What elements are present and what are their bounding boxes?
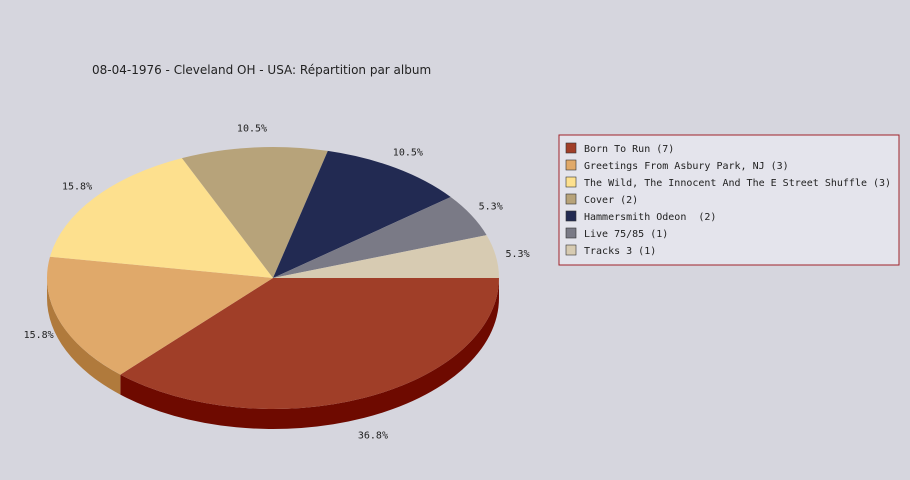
slice-percent-label: 10.5% [393, 147, 423, 158]
legend-swatch [565, 193, 577, 205]
legend-label: Tracks 3 (1) [584, 246, 656, 257]
pie-slice [120, 278, 499, 409]
legend-box [558, 134, 900, 266]
legend-items: Born To Run (7) Greetings From Asbury Par… [565, 142, 891, 257]
legend-swatch [565, 176, 577, 188]
slice-percent-label: 5.3% [506, 249, 530, 260]
legend-swatch [565, 244, 577, 256]
pie-slice [273, 197, 487, 278]
slice-percent-label: 15.8% [62, 181, 92, 192]
pie-depth-group [47, 278, 499, 430]
pie-slices-group [46, 147, 499, 409]
legend-label: Hammersmith Odeon (2) [584, 212, 716, 223]
pie-slice [273, 150, 451, 278]
legend: Born To Run (7) Greetings From Asbury Par… [558, 134, 900, 266]
pie-slice [273, 235, 499, 278]
pie-slice [46, 256, 274, 375]
slice-percent-label: 10.5% [237, 124, 267, 135]
pie-slice [181, 147, 328, 278]
slice-percent-label: 5.3% [479, 202, 503, 213]
pie-slice [50, 158, 274, 278]
legend-label: Cover (2) [584, 195, 638, 206]
legend-swatch [565, 159, 577, 171]
pie-slice-side [47, 278, 121, 395]
legend-label: Greetings From Asbury Park, NJ (3) [584, 161, 789, 172]
chart-title: 08-04-1976 - Cleveland OH - USA: Réparti… [92, 63, 431, 77]
legend-label: Live 75/85 (1) [584, 229, 668, 240]
pie-slice-side [120, 278, 499, 430]
legend-swatch [565, 142, 577, 154]
legend-swatch [565, 227, 577, 239]
pie-percent-labels: 36.8% 15.8% 15.8% 10.5% 10.5% 5.3% 5.3% [24, 124, 530, 442]
legend-swatch [565, 210, 577, 222]
slice-percent-label: 36.8% [358, 431, 388, 442]
legend-label: The Wild, The Innocent And The E Street … [584, 178, 891, 189]
legend-label: Born To Run (7) [584, 144, 674, 155]
slice-percent-label: 15.8% [24, 330, 54, 341]
